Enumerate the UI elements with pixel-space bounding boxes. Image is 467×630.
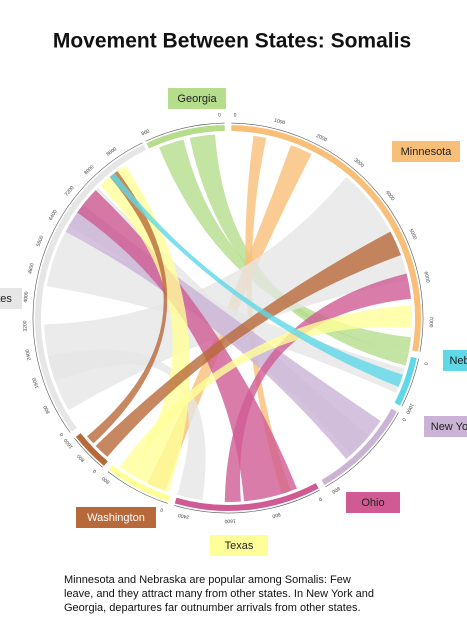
ribbon [245,135,291,494]
tick-label: 3000 [353,157,366,169]
tick-label: 1600 [31,376,40,389]
tick-label: 0 [160,506,165,513]
tick-label: 7200 [64,185,76,198]
tick-label: 800 [271,511,281,519]
label-box [76,507,156,528]
tick-label: 1600 [63,437,75,450]
node-label: Ohio [361,497,384,509]
ribbons [44,134,413,502]
tick-axis [231,122,424,352]
tick-label: 800 [76,453,86,463]
ribbon [224,273,411,502]
tick-label: 800 [101,475,111,485]
tick-label: 800 [141,128,151,137]
tick-label: 4000 [384,190,396,203]
tick-label: 0 [400,417,407,423]
tick-axis [107,471,168,504]
ribbon [87,171,168,444]
node-label: Other States [0,293,12,305]
tick-label: 1000 [273,118,285,127]
tick-axis [145,122,225,142]
tick-axis [174,489,320,514]
tick-label: 1600 [224,518,235,524]
node-label: New York [431,421,467,433]
tick-label: 7000 [428,316,434,327]
tick-label: 0 [422,362,429,366]
ribbon [100,165,191,492]
node-arc [321,408,397,486]
caption-line: leave, and they attract many from other … [64,588,374,600]
tick-label: 800 [42,404,51,414]
node-arc [109,465,171,502]
label-box [210,535,268,556]
labels: Georgia Minnesota Nebraska New York Ohio Texa… [0,88,467,556]
ribbon [44,177,408,410]
label-box [168,88,226,109]
ribbon [95,231,401,457]
node-arc [231,125,421,352]
tick-label: 1000 [404,402,414,415]
title: Movement Between States: Somalis [53,30,411,53]
tick-label: 0 [234,112,237,118]
node-arc [35,144,147,432]
node-label: Washington [87,512,145,524]
ribbon [189,134,409,366]
tick-label: 800 [330,485,340,495]
tick-axis [32,142,143,433]
ribbon [48,349,206,501]
tick-label: 2400 [177,512,189,520]
tick-label: 8800 [105,146,118,157]
node-arc [174,483,319,511]
label-box [346,492,400,513]
label-box [443,350,467,371]
ribbon [159,139,411,354]
tick-label: 0 [59,431,66,437]
tick-label: 3200 [22,320,28,332]
tick-label: 8000 [83,164,95,176]
tick-axis [401,358,420,407]
tick-axis [74,437,103,468]
label-box [0,288,22,309]
node-arc [75,433,108,466]
ribbon [109,173,403,387]
node-label: Minnesota [401,146,453,158]
tick-label: 4800 [27,262,36,274]
tick-label: 6000 [422,271,430,283]
tick-axis [325,412,399,488]
tick-label: 2400 [25,349,33,361]
tick-label: 5600 [36,235,46,248]
node-arc [394,356,417,406]
node-arc [146,125,225,149]
tick-label: 0 [218,112,221,118]
caption-line: Minnesota and Nebraska are popular among… [64,574,351,586]
tick-label: 4000 [23,291,30,303]
tick-label: 6400 [48,209,59,222]
node-label: Nebraska [449,355,467,367]
tick-label: 2000 [315,133,328,144]
ribbon [119,305,413,475]
label-box [392,141,460,162]
tick-label: 5000 [408,228,418,241]
tick-label: 0 [92,468,98,474]
caption-line: Georgia, departures far outnumber arriva… [64,602,361,614]
node-label: Georgia [177,93,217,105]
label-box [424,416,467,437]
node-label: Texas [225,540,254,552]
tick-label: 0 [317,495,322,502]
